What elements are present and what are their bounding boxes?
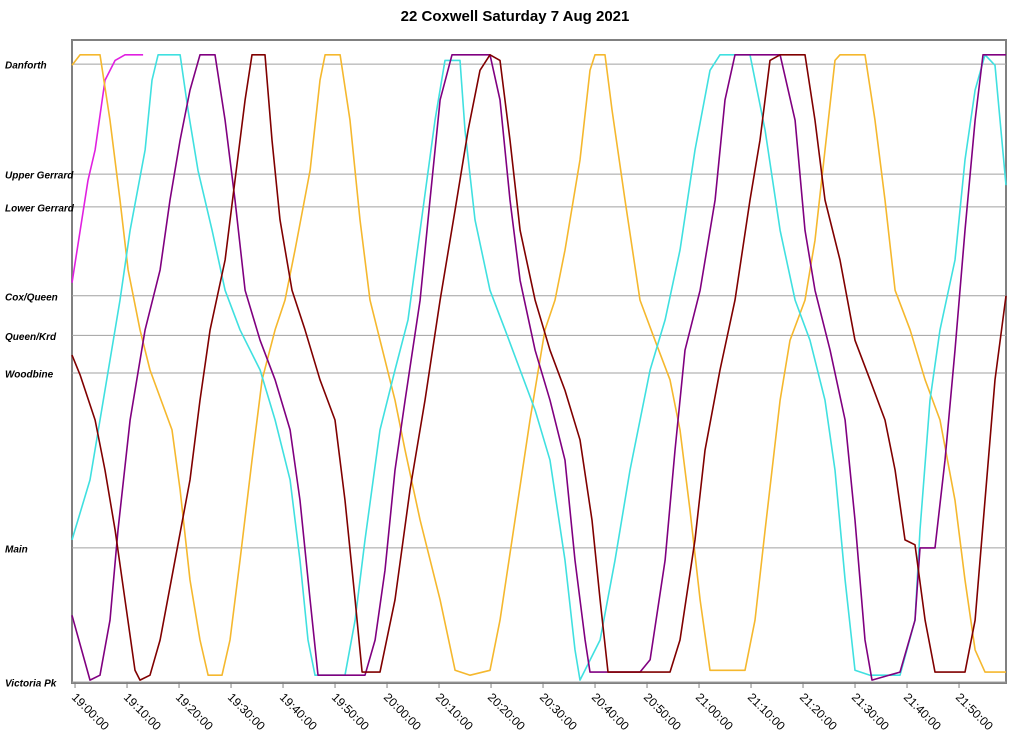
x-tick-label: 20:10:00 (433, 690, 476, 733)
y-tick-label: Upper Gerrard (5, 171, 74, 182)
x-tick-label: 19:10:00 (121, 690, 164, 733)
vehicle-trace (71, 54, 144, 283)
x-tick-label: 21:50:00 (953, 690, 996, 733)
chart-title: 22 Coxwell Saturday 7 Aug 2021 (401, 8, 630, 25)
x-tick-label: 21:30:00 (849, 690, 892, 733)
x-tick-label: 19:40:00 (277, 690, 320, 733)
y-tick-label: Queen/Krd (5, 332, 57, 343)
x-tick-label: 20:50:00 (641, 690, 684, 733)
x-tick-label: 19:00:00 (69, 690, 112, 733)
x-tick-label: 21:00:00 (693, 690, 736, 733)
x-tick-label: 21:40:00 (901, 690, 944, 733)
y-tick-label: Danforth (5, 61, 47, 72)
x-tick-label: 19:50:00 (329, 690, 372, 733)
y-tick-label: Lower Gerrard (5, 203, 75, 214)
y-tick-label: Woodbine (5, 370, 54, 381)
x-tick-label: 19:30:00 (225, 690, 268, 733)
plot-frame (71, 39, 1007, 684)
x-tick-label: 20:40:00 (589, 690, 632, 733)
vehicle-trace (71, 54, 1007, 681)
vehicle-trace (71, 54, 1006, 676)
y-tick-label: Cox/Queen (5, 292, 58, 303)
x-tick-label: 20:20:00 (485, 690, 528, 733)
vehicle-trace (71, 54, 1006, 681)
x-tick-label: 19:20:00 (173, 690, 216, 733)
x-tick-label: 21:10:00 (745, 690, 788, 733)
x-tick-label: 20:30:00 (537, 690, 580, 733)
vehicle-trace (71, 54, 1007, 681)
y-tick-label: Victoria Pk (5, 679, 57, 690)
x-tick-label: 21:20:00 (797, 690, 840, 733)
y-tick-label: Main (5, 545, 28, 556)
x-tick-label: 20:00:00 (381, 690, 424, 733)
